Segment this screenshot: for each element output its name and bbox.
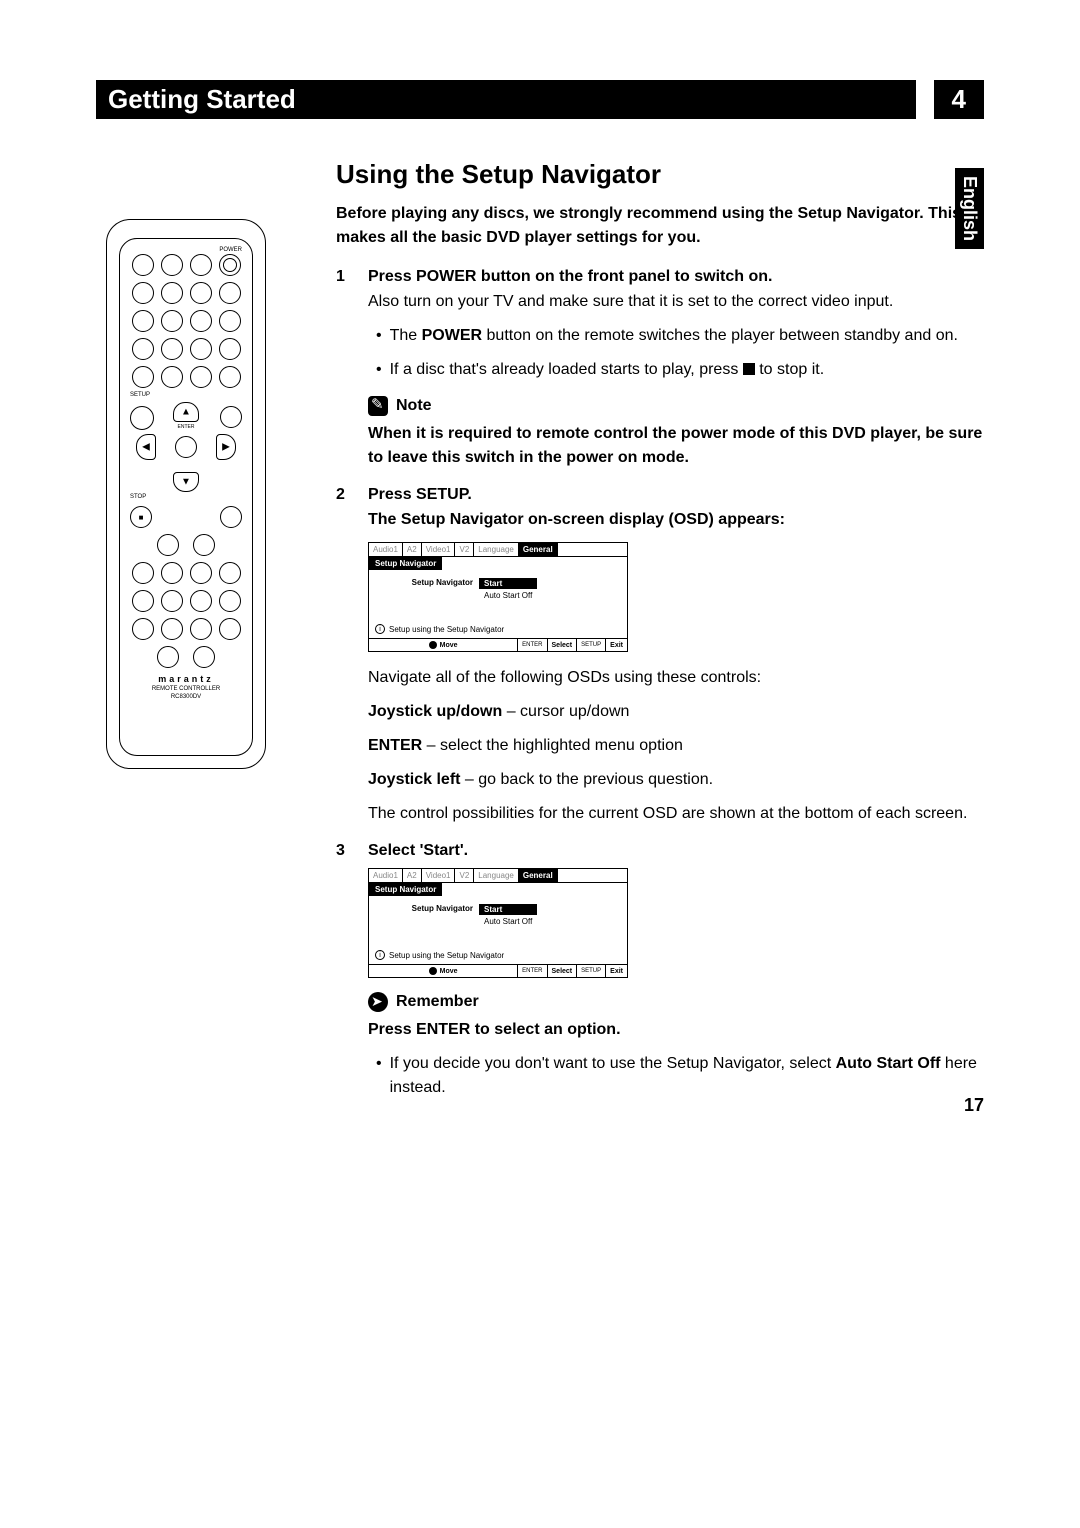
step-1: 1 Press POWER button on the front panel … xyxy=(336,268,984,480)
osd-tab: Language xyxy=(474,543,519,556)
power-button xyxy=(219,254,241,276)
pencil-icon xyxy=(368,396,388,416)
remote-brand: marantz xyxy=(128,674,244,684)
remember-bullet: If you decide you don't want to use the … xyxy=(376,1052,984,1100)
step2-nav3: Joystick left – go back to the previous … xyxy=(368,768,984,792)
dpad-up: ▲ xyxy=(173,402,199,422)
step2-text: The Setup Navigator on-screen display (O… xyxy=(368,508,984,532)
step-3: 3 Select 'Start'. Audio1 A2 Video1 V2 La… xyxy=(336,842,984,1110)
remote-brand-sub2: RC8300DV xyxy=(128,694,244,700)
intro-text: Before playing any discs, we strongly re… xyxy=(336,202,984,250)
enter-button xyxy=(175,436,197,458)
remember-icon xyxy=(368,992,388,1012)
chapter-number: 4 xyxy=(934,80,984,119)
note-heading: Note xyxy=(368,396,984,416)
osd-screenshot-2: Audio1 A2 Video1 V2 Language General Set… xyxy=(368,868,628,978)
osd-info: iSetup using the Setup Navigator xyxy=(369,620,627,638)
power-label: POWER xyxy=(128,247,242,253)
step1-bullet2: If a disc that's already loaded starts t… xyxy=(376,358,984,382)
page-header: Getting Started 4 xyxy=(96,80,984,119)
step3-title: Select 'Start'. xyxy=(368,842,984,860)
dpad: ▲ ▼ ◀ ▶ ENTER xyxy=(128,402,244,492)
step2-nav1: Joystick up/down – cursor up/down xyxy=(368,700,984,724)
stop-label: STOP xyxy=(130,494,242,500)
remember-text: Press ENTER to select an option. xyxy=(368,1018,984,1042)
osd-option-start: Start xyxy=(479,578,537,589)
osd-screenshot-1: Audio1 A2 Video1 V2 Language General Set… xyxy=(368,542,628,652)
stop-button: ■ xyxy=(130,506,152,528)
osd-option-autostart: Auto Start Off xyxy=(479,590,537,601)
step2-title: Press SETUP. xyxy=(368,486,984,504)
osd-subtitle: Setup Navigator xyxy=(369,557,442,570)
step2-nav2: ENTER – select the highlighted menu opti… xyxy=(368,734,984,758)
osd-tab-active: General xyxy=(519,543,558,556)
step2-nav-outro: The control possibilities for the curren… xyxy=(368,802,984,826)
osd-tab: Video1 xyxy=(422,543,456,556)
dpad-left: ◀ xyxy=(136,434,156,460)
osd-tab: V2 xyxy=(455,543,474,556)
setup-button xyxy=(130,406,154,430)
page-number: 17 xyxy=(964,1095,984,1116)
joystick-icon xyxy=(429,641,437,649)
section-heading: Using the Setup Navigator xyxy=(336,159,984,190)
step-2: 2 Press SETUP. The Setup Navigator on-sc… xyxy=(336,486,984,836)
remember-heading: Remember xyxy=(368,992,984,1012)
joystick-icon xyxy=(429,967,437,975)
remote-brand-sub1: REMOTE CONTROLLER xyxy=(128,686,244,692)
step1-text: Also turn on your TV and make sure that … xyxy=(368,290,984,314)
dpad-down: ▼ xyxy=(173,472,199,492)
dpad-right: ▶ xyxy=(216,434,236,460)
note-text: When it is required to remote control th… xyxy=(368,422,984,470)
remote-illustration: POWER SETUP ▲ ▼ ◀ ▶ ENTER xyxy=(106,219,266,769)
step2-nav-intro: Navigate all of the following OSDs using… xyxy=(368,666,984,690)
step1-bullet1: The POWER button on the remote switches … xyxy=(376,324,984,348)
chapter-title: Getting Started xyxy=(96,80,916,119)
language-tab: English xyxy=(955,168,984,249)
osd-tab: A2 xyxy=(403,543,422,556)
stop-icon xyxy=(743,363,755,375)
setup-label: SETUP xyxy=(130,392,242,398)
step1-title: Press POWER button on the front panel to… xyxy=(368,268,984,286)
osd-tab: Audio1 xyxy=(369,543,403,556)
